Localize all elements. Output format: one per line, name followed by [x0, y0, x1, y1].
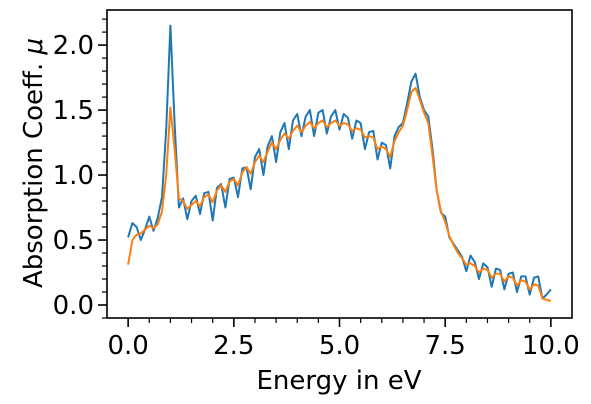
y-tick-label: 1.0 — [53, 161, 94, 191]
series-line-raw — [127, 24, 552, 300]
y-axis-label-symbol: μ — [19, 38, 49, 56]
y-tick-label: 2.0 — [53, 31, 94, 61]
y-tick-label: 1.5 — [53, 96, 94, 126]
x-tick-label: 5.0 — [319, 331, 360, 361]
x-tick-label: 7.5 — [425, 331, 466, 361]
y-axis-label: Absorption Coeff. μ — [19, 38, 49, 288]
x-tick-label: 0.0 — [107, 331, 148, 361]
x-tick-label: 10.0 — [522, 331, 580, 361]
y-axis-label-text: Absorption Coeff. — [19, 55, 49, 289]
y-tick-label: 0.5 — [53, 226, 94, 256]
x-axis-label: Energy in eV — [256, 366, 421, 396]
y-tick-label: 0.0 — [53, 291, 94, 321]
x-tick-label: 2.5 — [213, 331, 254, 361]
series-line-smoothed — [127, 87, 552, 303]
